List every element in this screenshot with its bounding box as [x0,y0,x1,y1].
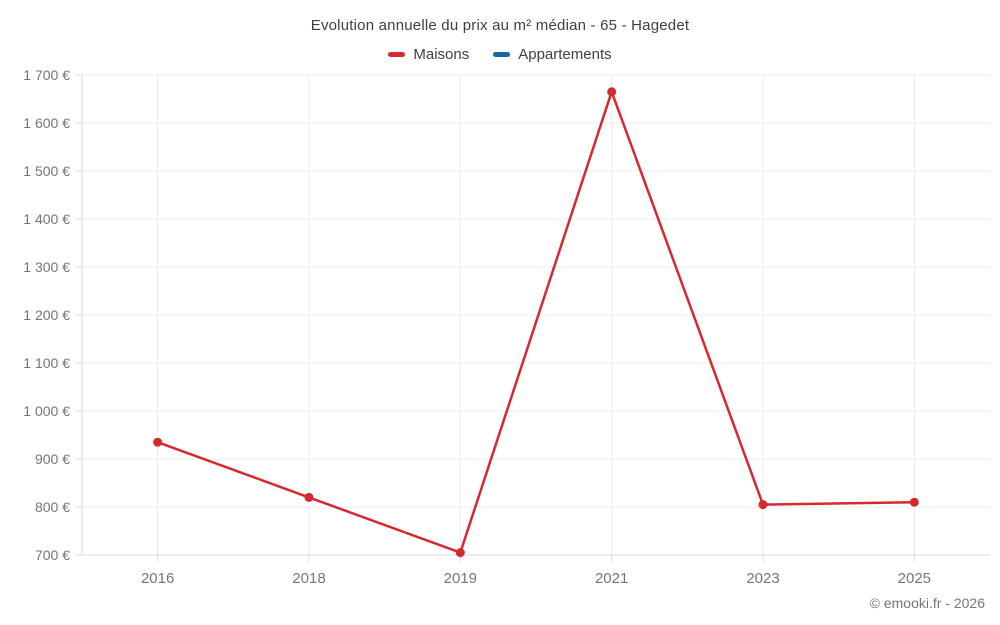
y-axis-tick-label: 1 100 € [23,355,70,371]
data-point-maisons[interactable] [455,548,465,558]
legend-label-appartements: Appartements [518,46,612,63]
y-axis-tick-label: 800 € [35,499,70,515]
legend-item-appartements[interactable]: Appartements [493,46,612,63]
y-axis-tick-label: 1 400 € [23,211,70,227]
x-axis-tick-label: 2016 [141,570,174,587]
data-point-maisons[interactable] [909,497,919,507]
chart-title: Evolution annuelle du prix au m² médian … [310,17,690,34]
y-axis-tick-label: 1 300 € [23,259,70,275]
x-axis-tick-label: 2023 [746,570,779,587]
data-point-maisons[interactable] [607,87,617,97]
x-axis-tick-label: 2019 [444,570,477,587]
chart-legend: Maisons Appartements [0,46,1000,63]
series-line-maisons [156,90,916,554]
y-axis-tick-label: 700 € [35,547,70,563]
data-point-maisons[interactable] [758,500,768,510]
x-axis-tick-label: 2021 [595,570,628,587]
maisons-series-swatch-icon [388,52,406,57]
x-axis-tick-label: 2025 [898,570,931,587]
y-axis-tick-label: 1 600 € [23,115,70,131]
y-axis-tick-label: 900 € [35,451,70,467]
appartements-series-swatch-icon [493,52,511,57]
data-point-maisons[interactable] [304,492,314,502]
y-axis-tick-label: 1 200 € [23,307,70,323]
data-point-maisons[interactable] [153,437,163,447]
legend-item-maisons[interactable]: Maisons [388,46,469,63]
y-axis-tick-label: 1 700 € [23,67,70,83]
y-axis-tick-label: 1 000 € [23,403,70,419]
copyright-footer: © emooki.fr - 2026 [869,595,985,611]
y-axis-tick-label: 1 500 € [23,163,70,179]
legend-label-maisons: Maisons [413,46,470,63]
x-axis-tick-label: 2018 [292,570,325,587]
